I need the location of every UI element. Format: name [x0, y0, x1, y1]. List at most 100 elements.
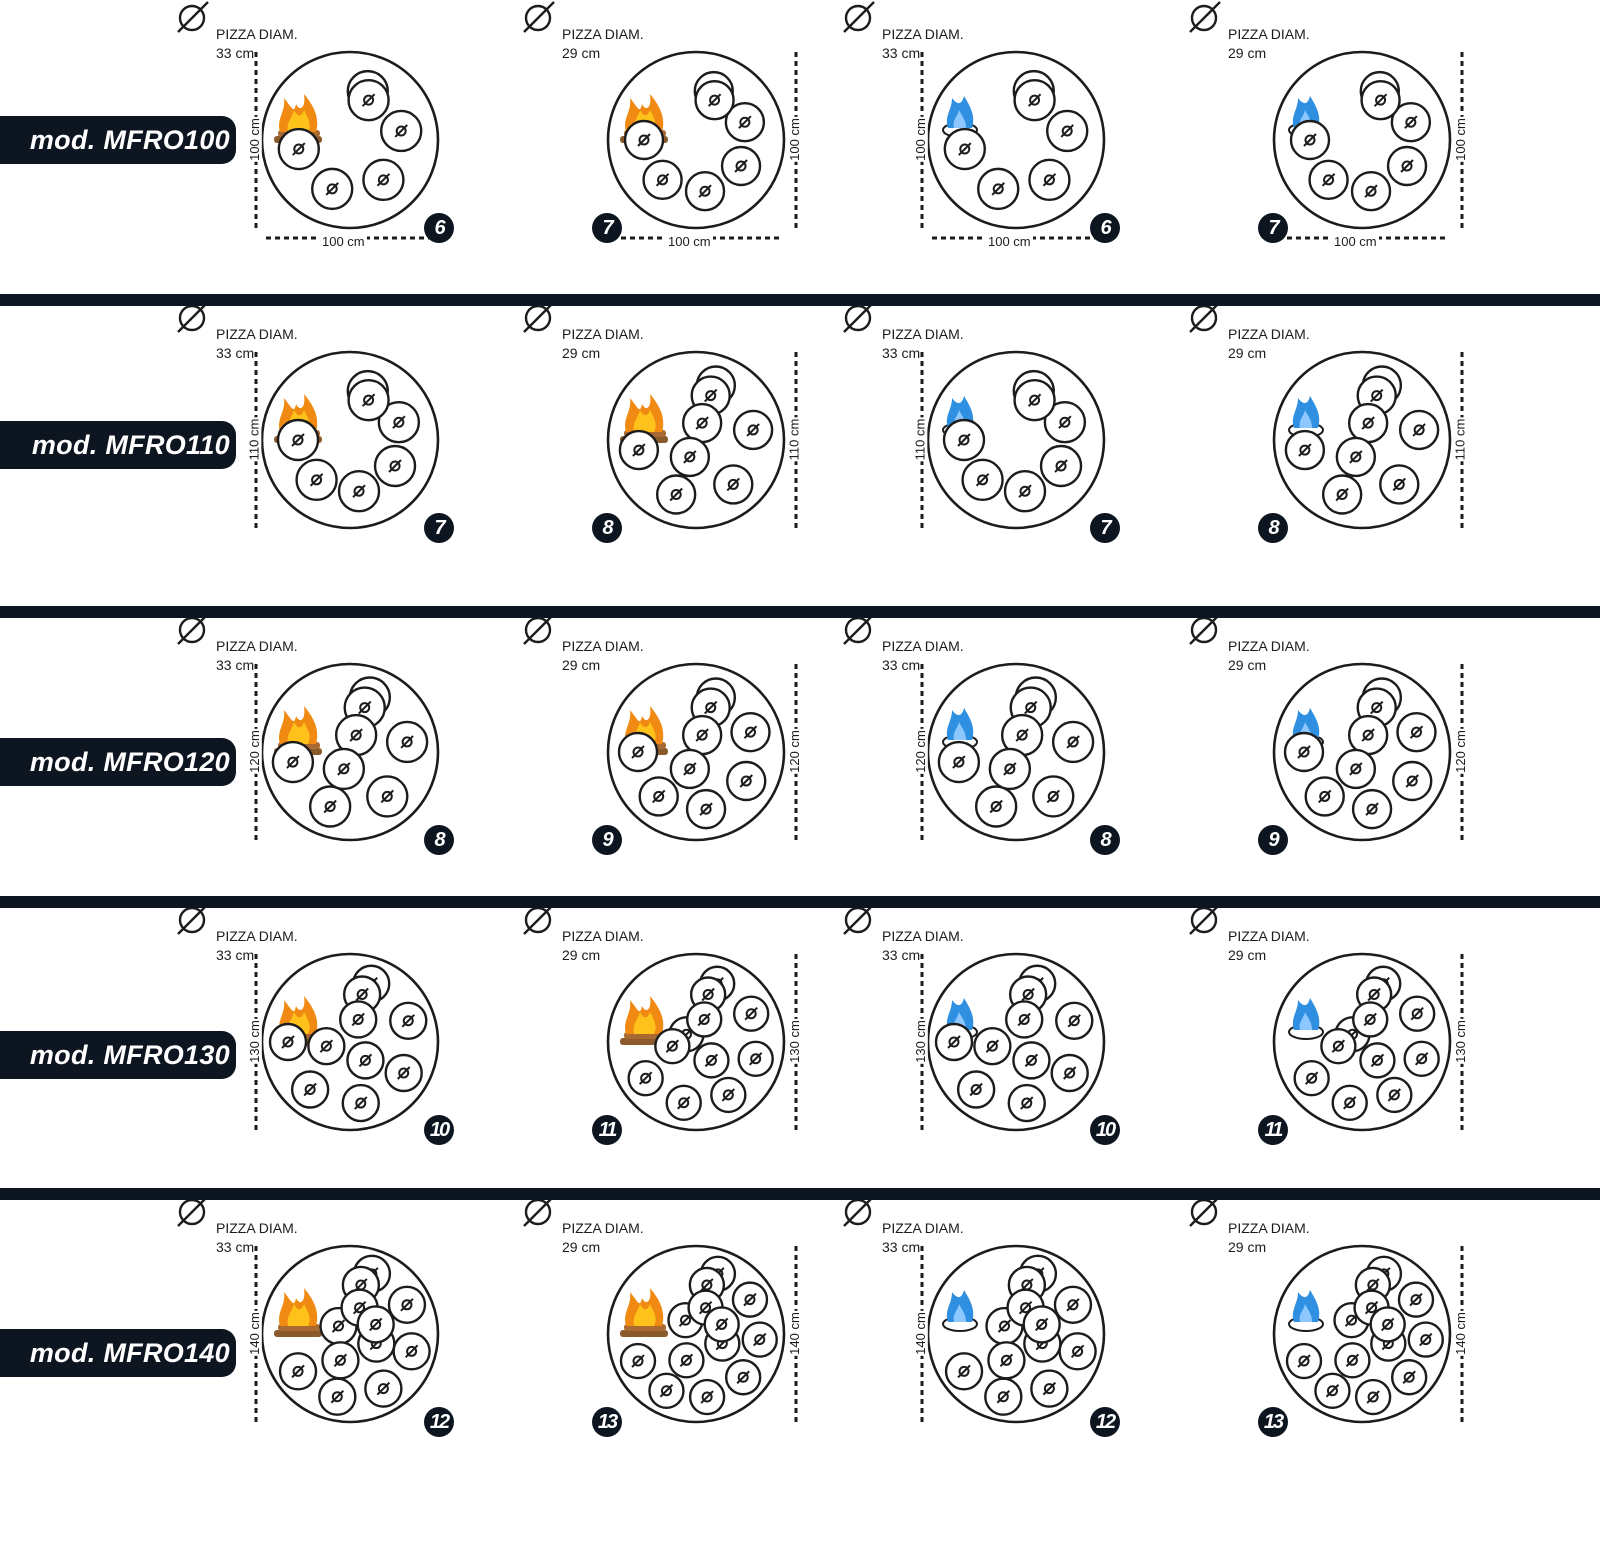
pizza-slot: [1003, 470, 1047, 513]
pizza-slot: [1360, 79, 1401, 121]
pizza-count-badge: 10: [424, 1115, 454, 1145]
depth-dimension-label: 120 cm: [246, 729, 262, 774]
pizza-slot: [681, 714, 723, 756]
pizza-count-badge: 7: [424, 513, 454, 543]
pizza-size-value: 33 cm: [882, 345, 921, 361]
pizza-slot: [1347, 714, 1389, 756]
oven-floor-plan: [920, 350, 1106, 530]
pizza-size-value: 33 cm: [216, 345, 255, 361]
model-name-label: mod. MFRO100: [0, 116, 236, 164]
pizza-size-value: 33 cm: [882, 45, 921, 61]
pizza-diam-title: PIZZA DIAM.: [216, 26, 298, 42]
pizza-slot: [389, 1001, 428, 1040]
oven-diagram: PIZZA DIAM. 33 cm 140 cm 12: [177, 1194, 478, 1484]
pizza-diam-title: PIZZA DIAM.: [882, 326, 964, 342]
pizza-slot: [943, 127, 986, 171]
depth-dimension-label: 110 cm: [246, 417, 262, 462]
pizza-slot: [271, 740, 315, 784]
pizza-diameter-icon: [177, 1195, 209, 1227]
pizza-slot: [392, 1332, 431, 1371]
pizza-diameter-icon: [1189, 301, 1221, 333]
pizza-slot: [1053, 1285, 1093, 1325]
pizza-slot: [648, 1372, 685, 1409]
pizza-slot: [1407, 1321, 1444, 1358]
pizza-slot: [1289, 119, 1331, 161]
width-dimension-label: 100 cm: [1332, 234, 1379, 249]
model-row: mod. MFRO110 PIZZA DIAM. 33 cm 110 cm 7 PIZZA…: [0, 300, 1600, 600]
oven-diagram: PIZZA DIAM. 29 cm 130 cm 11: [523, 902, 824, 1192]
pizza-diam-title: PIZZA DIAM.: [1228, 26, 1310, 42]
pizza-diameter-icon: [1189, 903, 1221, 935]
depth-dimension-label: 140 cm: [912, 1311, 928, 1356]
pizza-slot: [737, 1040, 774, 1077]
pizza-slot: [961, 458, 1004, 502]
oven-diagram: PIZZA DIAM. 33 cm 110 cm 7: [177, 300, 478, 590]
oven-diagram: PIZZA DIAM. 33 cm 130 cm 10: [177, 902, 478, 1192]
pizza-slot: [1397, 1281, 1435, 1318]
pizza-slot: [337, 470, 381, 513]
oven-diagram: PIZZA DIAM. 33 cm 140 cm 12: [843, 1194, 1144, 1484]
pizza-slot: [1308, 159, 1349, 201]
pizza-diameter-icon: [1189, 613, 1221, 645]
oven-floor-plan: [1272, 350, 1464, 530]
pizza-slot: [1039, 444, 1083, 488]
pizza-slot: [1013, 378, 1056, 422]
pizza-slot: [290, 1070, 330, 1109]
pizza-diam-title: PIZZA DIAM.: [1228, 326, 1310, 342]
pizza-count-badge: 7: [1090, 513, 1120, 543]
pizza-count-badge: 7: [592, 213, 622, 243]
pizza-count-badge: 9: [1258, 825, 1288, 855]
pizza-slot: [617, 731, 659, 773]
model-row: mod. MFRO100 PIZZA DIAM. 33 cm 100 cm 100 cm…: [0, 0, 1600, 300]
pizza-slot: [665, 1084, 702, 1121]
pizza-slot: [322, 747, 366, 791]
oven-diagram: PIZZA DIAM. 33 cm 120 cm 8: [177, 612, 478, 902]
pizza-slot: [1050, 1053, 1089, 1093]
pizza-slot: [1283, 731, 1325, 773]
pizza-slot: [669, 748, 711, 790]
depth-dimension-label: 100 cm: [786, 117, 802, 162]
pizza-slot: [724, 1359, 762, 1396]
pizza-size-value: 29 cm: [562, 345, 601, 361]
pizza-slot: [1354, 1378, 1392, 1416]
pizza-slot: [1304, 776, 1345, 817]
depth-dimension-label: 100 cm: [246, 117, 262, 162]
pizza-slot: [1022, 1305, 1061, 1344]
pizza-slot: [1293, 1059, 1330, 1097]
pizza-slot: [311, 167, 354, 211]
pizza-count-badge: 12: [424, 1407, 454, 1437]
depth-dimension-label: 120 cm: [1452, 729, 1468, 774]
width-dimension-label: 100 cm: [986, 234, 1033, 249]
pizza-slot: [1396, 711, 1437, 753]
pizza-slot: [684, 171, 726, 212]
pizza-slot: [362, 158, 405, 202]
depth-dimension-label: 130 cm: [1452, 1019, 1468, 1064]
pizza-slot: [974, 785, 1018, 828]
pizza-diameter-icon: [843, 903, 875, 935]
gas-flame-icon: [1288, 1290, 1324, 1332]
oven-diagram: PIZZA DIAM. 29 cm 140 cm 13: [1189, 1194, 1490, 1484]
pizza-slot: [1335, 436, 1377, 478]
depth-dimension-label: 100 cm: [1452, 117, 1468, 162]
pizza-slot: [380, 109, 423, 153]
pizza-slot: [1351, 788, 1393, 830]
pizza-slot: [364, 1369, 403, 1408]
pizza-slot: [366, 775, 409, 818]
pizza-slot: [685, 788, 727, 830]
pizza-slot: [1032, 775, 1075, 818]
depth-dimension-label: 140 cm: [246, 1311, 262, 1356]
pizza-slot: [1051, 720, 1095, 764]
pizza-slot: [681, 402, 723, 444]
pizza-diameter-icon: [177, 903, 209, 935]
pizza-diameter-icon: [177, 301, 209, 333]
pizza-size-value: 29 cm: [1228, 947, 1267, 963]
pizza-slot: [295, 458, 338, 502]
gas-flame-icon: [942, 1290, 978, 1332]
pizza-count-badge: 8: [424, 825, 454, 855]
pizza-slot: [1390, 102, 1432, 143]
pizza-diam-title: PIZZA DIAM.: [562, 326, 644, 342]
pizza-slot: [655, 474, 697, 515]
pizza-slot: [988, 747, 1032, 791]
pizza-slot: [1403, 1040, 1440, 1077]
pizza-diam-title: PIZZA DIAM.: [562, 26, 644, 42]
